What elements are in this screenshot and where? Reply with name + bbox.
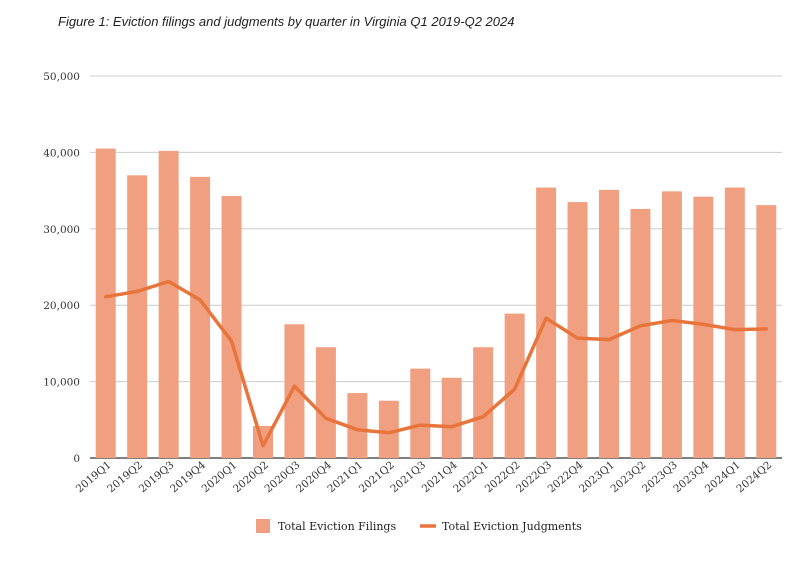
bar-filings-2019Q2	[127, 175, 148, 458]
y-tick-label: 20,000	[43, 300, 80, 312]
x-axis: 2019Q12019Q22019Q32019Q42020Q12020Q22020…	[74, 459, 774, 495]
legend: Total Eviction Filings Total Eviction Ju…	[256, 519, 582, 533]
y-tick-label: 10,000	[43, 377, 80, 389]
legend-swatch-filings	[256, 519, 270, 533]
bar-filings-2023Q3	[661, 191, 682, 458]
y-axis: 0 10,000 20,000 30,000 40,000 50,000	[43, 71, 80, 465]
bar-filings-2020Q1	[221, 195, 242, 458]
bar-filings-2021Q1	[347, 393, 368, 458]
y-tick-label: 40,000	[43, 147, 80, 159]
bar-filings-2022Q3	[536, 187, 557, 458]
legend-label-judgments: Total Eviction Judgments	[442, 520, 582, 533]
bar-filings-2019Q4	[190, 176, 211, 458]
bar-filings-2023Q1	[599, 189, 619, 458]
bar-filings-2020Q4	[315, 347, 336, 458]
bar-filings-2023Q4	[693, 196, 714, 458]
bar-filings-2024Q2	[756, 205, 777, 458]
bar-filings-2021Q3	[410, 368, 431, 458]
legend-label-filings: Total Eviction Filings	[278, 520, 396, 533]
bar-filings-2020Q3	[284, 324, 305, 458]
y-tick-label: 50,000	[43, 71, 80, 83]
bar-filings-2022Q1	[473, 347, 494, 458]
bar-filings-2022Q4	[567, 202, 588, 458]
y-tick-label: 0	[73, 453, 80, 465]
chart-title: Figure 1: Eviction filings and judgments…	[58, 14, 515, 29]
x-tick-label: 2024Q2	[734, 459, 774, 495]
bar-filings-2021Q4	[441, 377, 462, 458]
line-judgments	[103, 279, 769, 448]
bar-filings-2019Q3	[158, 150, 179, 458]
bar-filings-2023Q2	[630, 208, 651, 458]
bars-filings	[95, 148, 777, 458]
y-tick-label: 30,000	[43, 224, 80, 236]
bar-filings-2019Q1	[95, 148, 116, 458]
series-line-judgments	[103, 279, 769, 448]
bar-filings-2024Q1	[724, 187, 745, 458]
bar-filings-2021Q2	[378, 400, 399, 458]
